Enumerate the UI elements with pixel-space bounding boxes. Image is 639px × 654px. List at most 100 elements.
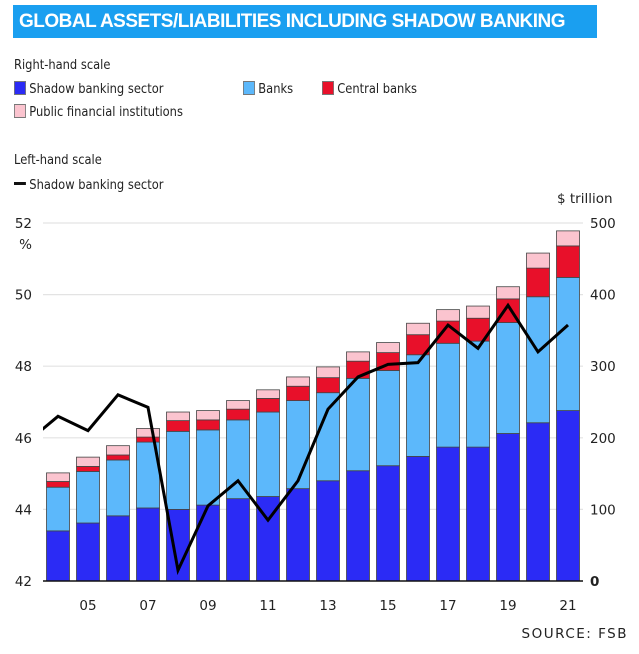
legend-swatch [14, 81, 26, 95]
bar-central-banks [136, 436, 160, 443]
legend-label: Shadow banking sector [29, 81, 164, 97]
bar-public-financial-institutions [526, 252, 550, 269]
legend-item-public: Public financial institutions [14, 104, 183, 120]
bar-public-financial-institutions [166, 411, 190, 422]
left-tick-label: 44 [15, 502, 32, 518]
legend-label: Shadow banking sector [29, 177, 164, 193]
bar-banks [166, 430, 190, 510]
bar-public-financial-institutions [466, 305, 490, 319]
bar-shadow-banking-sector [46, 530, 70, 582]
bar-public-financial-institutions [406, 322, 430, 336]
bar-shadow-banking-sector [76, 522, 100, 582]
legend-label: Banks [258, 81, 294, 97]
bar-banks [526, 296, 550, 424]
legend-swatch [322, 81, 334, 95]
bar-public-financial-institutions [256, 389, 280, 399]
legend-line-swatch [14, 182, 26, 185]
bar-public-financial-institutions [226, 400, 250, 410]
bar-central-banks [106, 454, 130, 461]
legend-label: Central banks [337, 81, 417, 97]
bar-public-financial-institutions [106, 445, 130, 456]
bar-banks [496, 322, 520, 434]
bar-shadow-banking-sector [466, 446, 490, 582]
x-tick-label: 17 [439, 598, 456, 614]
bar-public-financial-institutions [76, 456, 100, 467]
bar-shadow-banking-sector [346, 470, 370, 582]
bar-central-banks [196, 419, 220, 431]
bar-shadow-banking-sector [406, 456, 430, 582]
bar-banks [196, 429, 220, 506]
right-axis-unit: $ trillion [557, 191, 613, 207]
bar-central-banks [526, 267, 550, 298]
right-tick-label: 100 [590, 502, 616, 518]
legend-item-line: Shadow banking sector [14, 177, 163, 193]
bar-public-financial-institutions [136, 428, 160, 438]
left-tick-label: 48 [15, 359, 32, 375]
chart-title: GLOBAL ASSETS/LIABILITIES INCLUDING SHAD… [13, 5, 597, 38]
bar-shadow-banking-sector [436, 446, 460, 582]
line-shadow-banking-share [43, 302, 570, 576]
bar-central-banks [316, 377, 340, 394]
bar-central-banks [256, 398, 280, 413]
legend-left-heading: Left-hand scale [14, 152, 102, 168]
x-tick-label: 11 [259, 598, 276, 614]
left-tick-label: 52 [15, 216, 32, 232]
source-label: SOURCE: FSB [522, 626, 628, 642]
bar-shadow-banking-sector [226, 498, 250, 582]
x-tick-label: 09 [199, 598, 216, 614]
bar-central-banks [76, 466, 100, 472]
left-tick-label: 42 [15, 574, 32, 590]
bar-banks [376, 370, 400, 467]
bar-shadow-banking-sector [106, 515, 130, 582]
bar-banks [316, 392, 340, 482]
legend-item-central-banks: Central banks [322, 81, 417, 97]
bar-shadow-banking-sector [136, 507, 160, 582]
bar-banks [286, 400, 310, 490]
legend-item-shadow: Shadow banking sector [14, 81, 163, 97]
bar-banks [556, 277, 580, 411]
bar-central-banks [286, 385, 310, 401]
legend-item-banks: Banks [243, 81, 293, 97]
bar-banks [466, 340, 490, 448]
left-tick-label: 50 [15, 288, 32, 304]
x-tick-label: 15 [379, 598, 396, 614]
bar-shadow-banking-sector [316, 480, 340, 582]
bar-banks [256, 411, 280, 497]
bar-public-financial-institutions [46, 472, 70, 482]
bar-public-financial-institutions [346, 351, 370, 362]
legend-label: Public financial institutions [29, 104, 183, 120]
bar-banks [46, 486, 70, 532]
bar-shadow-banking-sector [286, 488, 310, 582]
bar-banks [436, 342, 460, 448]
bar-public-financial-institutions [376, 342, 400, 353]
bar-shadow-banking-sector [526, 422, 550, 582]
bar-central-banks [556, 245, 580, 278]
bar-banks [76, 471, 100, 524]
bar-shadow-banking-sector [496, 433, 520, 582]
bar-public-financial-institutions [286, 376, 310, 387]
right-tick-label: 300 [590, 359, 616, 375]
bar-public-financial-institutions [196, 410, 220, 421]
bar-public-financial-institutions [556, 230, 580, 247]
right-tick-label: 500 [590, 216, 616, 232]
x-tick-label: 21 [559, 598, 576, 614]
x-tick-label: 13 [319, 598, 336, 614]
bar-central-banks [166, 420, 190, 432]
left-tick-label: 46 [15, 431, 32, 447]
right-tick-label: 0 [590, 574, 599, 590]
right-tick-label: 400 [590, 288, 616, 304]
bar-central-banks [226, 408, 250, 421]
x-tick-label: 05 [79, 598, 96, 614]
x-tick-label: 19 [499, 598, 516, 614]
legend-swatch [243, 81, 255, 95]
bar-shadow-banking-sector [376, 465, 400, 582]
bar-public-financial-institutions [316, 366, 340, 379]
bar-banks [406, 354, 430, 457]
legend-swatch [14, 104, 26, 118]
right-tick-label: 200 [590, 431, 616, 447]
bar-shadow-banking-sector [556, 410, 580, 582]
bar-central-banks [46, 481, 70, 488]
bar-shadow-banking-sector [196, 504, 220, 582]
x-tick-label: 07 [139, 598, 156, 614]
